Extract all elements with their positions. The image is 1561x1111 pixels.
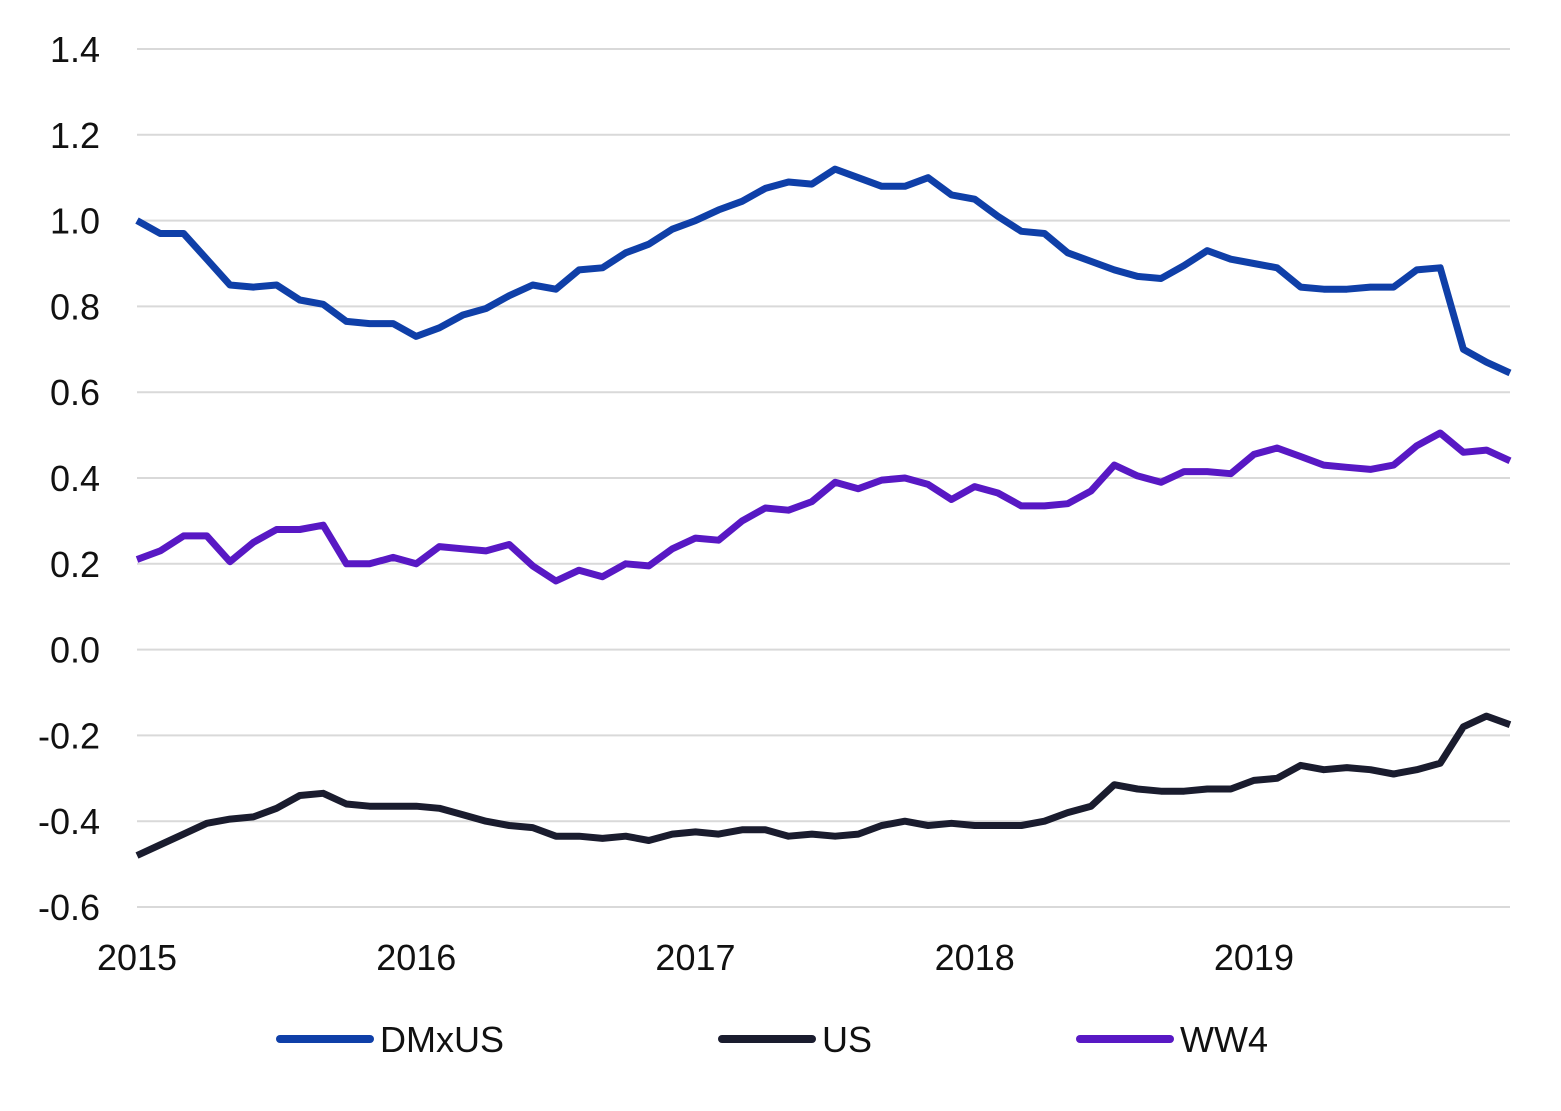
series-line-ww4 — [135, 429, 1512, 585]
x-tick-label: 2019 — [1214, 937, 1294, 978]
x-tick-label: 2018 — [935, 937, 1015, 978]
legend-label-ww4: WW4 — [1180, 1019, 1268, 1060]
y-tick-label: 0.8 — [50, 286, 100, 327]
series-line-dmxus — [135, 165, 1512, 377]
y-tick-label: -0.6 — [38, 887, 100, 928]
x-tick-label: 2015 — [97, 937, 177, 978]
y-tick-label: -0.2 — [38, 715, 100, 756]
y-tick-label: 1.0 — [50, 201, 100, 242]
y-axis-ticks: 1.4 1.2 1.0 0.8 0.6 0.4 0.2 0.0 -0.2 -0.4 -0.6 — [38, 29, 100, 928]
x-tick-label: 2016 — [376, 937, 456, 978]
x-tick-label: 2017 — [655, 937, 735, 978]
y-tick-label: 0.6 — [50, 372, 100, 413]
y-tick-label: 1.2 — [50, 115, 100, 156]
series-line-us — [135, 712, 1512, 859]
series-lines — [135, 165, 1512, 859]
y-tick-label: 1.4 — [50, 29, 100, 70]
legend: DMxUS US WW4 — [276, 1019, 1268, 1060]
legend-label-us: US — [822, 1019, 872, 1060]
x-axis-ticks: 2015 2016 2017 2018 2019 — [97, 937, 1294, 978]
legend-label-dmxus: DMxUS — [380, 1019, 504, 1060]
y-tick-label: 0.2 — [50, 544, 100, 585]
y-tick-label: 0.0 — [50, 630, 100, 671]
y-tick-label: -0.4 — [38, 801, 100, 842]
y-tick-label: 0.4 — [50, 458, 100, 499]
